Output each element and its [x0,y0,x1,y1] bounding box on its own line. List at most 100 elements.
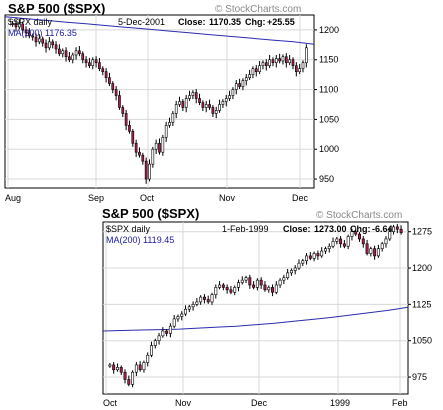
chart-bottom: S&P 500 ($SPX) © StockCharts.com $SPX da… [102,206,432,408]
chart-bottom-candle [255,279,259,288]
chart-bottom-candle [233,287,237,293]
chart-bottom-candle [339,238,343,245]
chart-bottom-candle [237,282,240,288]
chart-top-candle [44,42,48,49]
chart-bottom-x-ticks: Oct Nov Dec 1999 Feb [103,398,408,408]
chart-bottom-candle [289,270,293,274]
chart-top-candle [51,41,55,46]
chart-top-title: S&P 500 ($SPX) [8,1,105,16]
chart-top-candle [248,74,251,78]
chart-bottom-candle [142,362,146,371]
chart-top-candle [74,50,78,56]
chart-top-candle [168,122,171,126]
chart-bottom-ma-label: MA(200) 1119.45 [106,235,174,245]
chart-top-candle [281,56,285,62]
chart-bottom-candle [127,379,131,385]
chart-bottom-ytick-label: 1275 [412,227,432,237]
chart-bottom-candle [229,289,233,293]
chart-top-candles [11,19,308,184]
chart-top-ytick-label: 1100 [319,85,338,95]
chart-top-plot-area [4,14,315,189]
chart-top-candle [278,58,281,62]
chart-bottom-candle [323,248,327,252]
chart-top-candle [118,95,121,108]
chart-top-candle [214,110,218,114]
chart-bottom-xtick-label: Feb [392,398,408,408]
chart-bottom-ytick-label: 1200 [412,263,432,273]
chart-top-candle [131,131,135,144]
chart-bottom-candle [153,340,157,346]
chart-top-ma-label: MA(200) 1176.35 [8,28,77,38]
chart-top-watermark: © StockCharts.com [215,4,301,15]
chart-top-candle [301,62,305,69]
chart-bottom-candle [305,255,309,262]
chart-top-candle [14,23,18,28]
chart-top-ytick-label: 1000 [319,144,339,154]
chart-bottom-candle [210,294,214,303]
chart-bottom-candle [282,277,286,281]
chart-top-candle [91,59,95,67]
chart-top-xtick-label: Aug [5,193,21,203]
chart-bottom-candle [392,226,396,232]
chart-bottom-y-ticks: 975 1050 1125 1200 1275 [408,227,432,382]
chart-bottom-candle [331,241,335,247]
chart-top-candle [274,58,278,64]
chart-bottom-candle [199,296,203,303]
chart-bottom-candle [119,367,123,373]
chart-top-candle [41,38,45,44]
chart-top-candle [288,59,291,64]
chart-bottom-ytick-label: 975 [412,372,427,382]
chart-top-candle [28,32,31,37]
chart-top-candle [204,104,208,108]
chart-top-date: 5-Dec-2001 [118,17,165,27]
chart-bottom-candle [131,371,135,385]
chart-top-candle [104,71,108,78]
chart-bottom-xtick-label: Dec [251,398,268,408]
chart-top-candle [11,23,15,25]
chart-top-candle [48,41,51,49]
chart-bottom-candle [274,284,278,293]
chart-bottom-candle [221,284,225,288]
chart-bottom-candle [134,364,138,373]
chart-top-candle [291,59,295,67]
chart-bottom-candle [240,279,244,283]
chart-top-candle [181,101,185,108]
chart-top-candle [294,65,298,72]
chart-top-candle [218,104,221,111]
chart-bottom-candle [115,367,119,371]
chart-top-candle [178,101,181,105]
chart-bottom-xtick-label: Oct [103,398,118,408]
chart-top-candle [254,68,258,72]
chart-top-candle [18,23,21,28]
chart-top-candle [241,80,245,87]
chart-top-candle [161,136,165,153]
chart-bottom-candle [248,277,252,286]
chart-bottom-candle [176,316,180,320]
chart-top-candle [171,113,175,123]
chart-bottom-close-value: 1273.00 [314,224,347,234]
chart-top-candle [144,160,148,180]
chart-top-candle [194,92,198,99]
chart-top-candle [198,98,201,103]
chart-top-xtick-label: Dec [292,193,309,203]
chart-bottom-candle [293,267,297,271]
chart-top-change-label: Chg: [245,17,266,27]
chart-top-candle [134,142,138,153]
chart-bottom-candle [297,262,301,269]
chart-bottom-candle [335,238,339,242]
chart-bottom-candle [316,253,320,257]
chart-bottom-candle [361,238,365,245]
chart-bottom-candle [259,279,263,286]
chart-bottom-candle [157,335,161,342]
chart-bottom-candle [138,364,142,371]
chart-top-candle [121,107,125,114]
chart-top-candle [298,68,301,72]
chart-top-ma-line [4,16,315,45]
chart-bottom-candle [388,231,392,240]
chart-top-change-value: +25.55 [267,17,295,27]
chart-bottom-candle [369,248,373,254]
chart-bottom-candle [252,284,256,288]
chart-bottom-ma-line [102,306,409,332]
chart-bottom-candle [191,304,195,308]
chart-bottom-candle [146,354,150,363]
